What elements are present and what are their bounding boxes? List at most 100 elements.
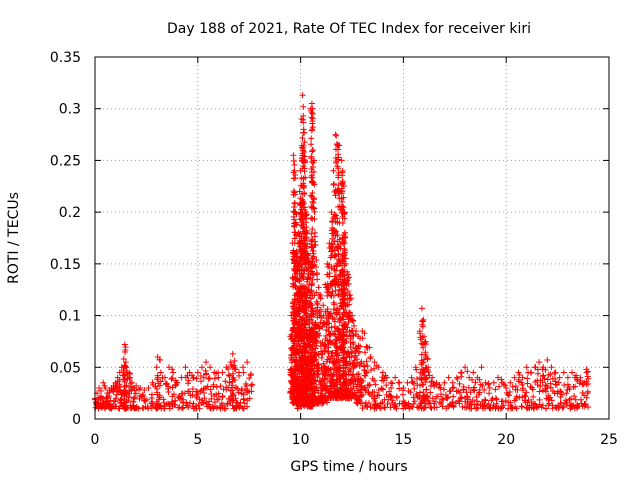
data-point — [153, 364, 160, 371]
data-point — [169, 375, 176, 382]
data-point — [341, 290, 348, 297]
data-point — [240, 364, 247, 371]
data-point — [143, 396, 150, 403]
data-point — [332, 232, 339, 239]
data-point — [186, 388, 193, 395]
data-point — [170, 369, 177, 376]
data-point — [438, 391, 445, 398]
data-point — [291, 358, 298, 365]
data-point — [317, 306, 324, 313]
data-point — [486, 390, 493, 397]
data-point — [310, 253, 317, 260]
y-axis-label: ROTI / TECUs — [6, 192, 22, 284]
data-point — [331, 228, 338, 235]
data-point — [349, 361, 356, 368]
data-point — [302, 219, 309, 226]
data-point — [303, 224, 310, 231]
data-point — [317, 319, 324, 326]
data-point — [132, 390, 139, 397]
data-point — [185, 404, 192, 411]
data-point — [511, 397, 518, 404]
data-point — [318, 378, 325, 385]
data-point — [442, 391, 449, 398]
data-point — [404, 379, 411, 386]
data-point — [424, 393, 431, 400]
data-point — [335, 151, 342, 158]
data-point — [335, 352, 342, 359]
data-point — [324, 306, 331, 313]
data-point — [414, 404, 421, 411]
data-point — [325, 328, 332, 335]
data-point — [322, 384, 329, 391]
data-point — [193, 402, 200, 409]
data-point — [446, 388, 453, 395]
data-point — [310, 168, 317, 175]
data-point — [536, 388, 543, 395]
data-point — [516, 394, 523, 401]
data-point — [332, 192, 339, 199]
data-point — [207, 364, 214, 371]
y-tick-label: 0.35 — [50, 50, 81, 66]
data-point — [490, 402, 497, 409]
data-point — [440, 386, 447, 393]
data-point — [440, 396, 447, 403]
data-point — [428, 405, 435, 412]
data-point — [206, 375, 213, 382]
data-point — [359, 378, 366, 385]
data-point — [300, 103, 307, 110]
data-point — [549, 402, 556, 409]
data-point — [361, 363, 368, 370]
data-point — [558, 389, 565, 396]
data-point — [205, 375, 212, 382]
x-tick-label: 5 — [193, 432, 202, 448]
data-point — [166, 401, 173, 408]
data-point — [340, 329, 347, 336]
data-point — [203, 359, 210, 366]
data-point — [326, 313, 333, 320]
data-point — [464, 368, 471, 375]
data-point — [486, 384, 493, 391]
data-point — [561, 382, 568, 389]
data-point — [213, 370, 220, 377]
data-point — [342, 234, 349, 241]
data-point — [568, 369, 575, 376]
data-point — [302, 348, 309, 355]
data-point — [408, 374, 415, 381]
data-point — [195, 401, 202, 408]
data-point — [548, 364, 555, 371]
data-point — [304, 240, 311, 247]
data-point — [308, 141, 315, 148]
data-point — [544, 357, 551, 364]
data-point — [157, 357, 164, 364]
data-point — [339, 313, 346, 320]
data-point — [248, 382, 255, 389]
data-point — [304, 251, 311, 258]
data-point — [308, 153, 315, 160]
data-point — [335, 187, 342, 194]
data-point — [174, 379, 181, 386]
data-point — [421, 404, 428, 411]
data-point — [204, 383, 211, 390]
data-point — [497, 405, 504, 412]
data-point — [411, 398, 418, 405]
data-point — [300, 112, 307, 119]
data-point — [375, 387, 382, 394]
data-point — [556, 374, 563, 381]
data-point — [111, 386, 118, 393]
data-point — [577, 396, 584, 403]
data-point — [545, 396, 552, 403]
data-point — [185, 380, 192, 387]
data-point — [356, 396, 363, 403]
data-point — [525, 397, 532, 404]
data-point — [303, 212, 310, 219]
data-point — [332, 131, 339, 138]
data-point — [367, 353, 374, 360]
data-point — [460, 386, 467, 393]
data-point — [299, 92, 306, 99]
data-point — [359, 391, 366, 398]
data-point — [339, 267, 346, 274]
data-point — [366, 399, 373, 406]
data-point — [396, 379, 403, 386]
data-point — [340, 211, 347, 218]
data-point — [400, 384, 407, 391]
